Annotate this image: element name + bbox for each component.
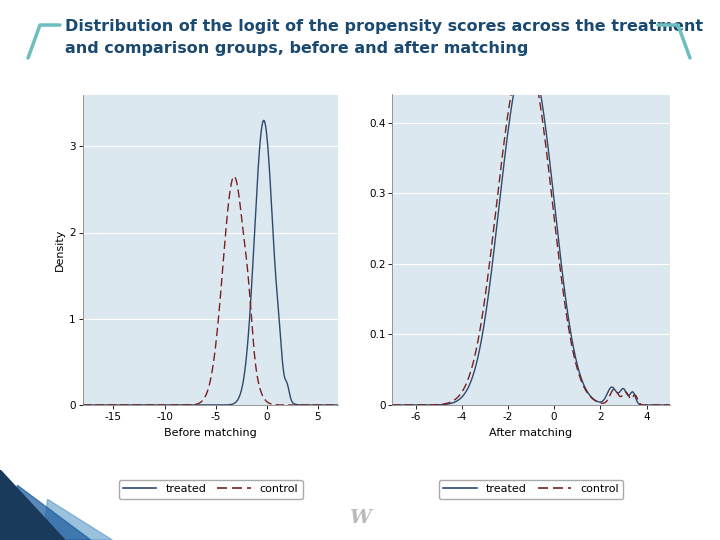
control	[280, 402, 289, 408]
control	[388, 402, 397, 408]
treated	[516, 62, 524, 69]
control	[521, 49, 529, 56]
treated	[334, 402, 343, 408]
treated	[402, 402, 411, 408]
treated	[657, 402, 666, 408]
Line: treated: treated	[392, 53, 670, 405]
treated	[606, 384, 615, 390]
control	[516, 55, 524, 62]
treated	[196, 402, 204, 408]
control	[196, 399, 204, 406]
treated	[78, 402, 87, 408]
Text: W: W	[349, 509, 371, 528]
control	[523, 51, 531, 57]
Text: and comparison groups, before and after matching: and comparison groups, before and after …	[65, 40, 528, 56]
X-axis label: Before matching: Before matching	[164, 428, 257, 437]
control	[657, 402, 666, 408]
control	[402, 402, 411, 408]
treated	[388, 402, 397, 408]
Legend: treated, control: treated, control	[439, 480, 623, 499]
treated	[259, 117, 268, 124]
treated	[327, 402, 336, 408]
control	[606, 390, 615, 397]
control	[203, 389, 212, 395]
control	[327, 402, 336, 408]
Line: control: control	[83, 177, 338, 405]
treated	[280, 372, 289, 379]
control	[91, 402, 100, 408]
Text: Distribution of the logit of the propensity scores across the treatment: Distribution of the logit of the propens…	[65, 19, 703, 34]
treated	[523, 50, 531, 56]
Polygon shape	[17, 485, 91, 540]
treated	[523, 50, 531, 56]
control	[665, 402, 674, 408]
Line: control: control	[392, 52, 670, 405]
control	[327, 402, 336, 408]
treated	[91, 402, 100, 408]
treated	[665, 402, 674, 408]
Legend: treated, control: treated, control	[119, 480, 302, 499]
X-axis label: After matching: After matching	[490, 428, 572, 437]
Polygon shape	[43, 500, 112, 540]
control	[78, 402, 87, 408]
Y-axis label: Density: Density	[55, 228, 65, 271]
Line: treated: treated	[83, 120, 338, 405]
treated	[327, 402, 336, 408]
treated	[657, 402, 666, 408]
control	[657, 402, 666, 408]
Polygon shape	[0, 470, 65, 540]
control	[230, 173, 238, 180]
control	[334, 402, 343, 408]
treated	[203, 402, 212, 408]
